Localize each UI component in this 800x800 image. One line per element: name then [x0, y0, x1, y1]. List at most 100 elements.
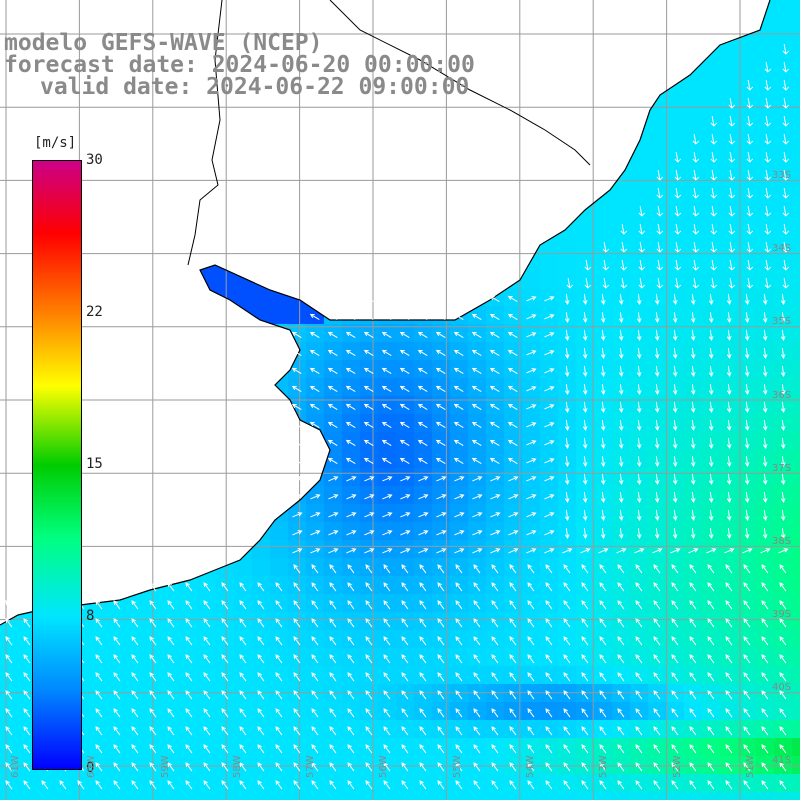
- wind-speed-cell: [324, 702, 343, 721]
- wind-speed-cell: [432, 432, 451, 451]
- wind-arrow: [635, 780, 643, 790]
- wind-arrow: [418, 530, 429, 536]
- wind-arrow: [329, 600, 337, 610]
- wind-arrow: [419, 780, 427, 790]
- wind-arrow: [364, 530, 375, 536]
- wind-speed-cell: [468, 684, 487, 703]
- wind-speed-cell: [414, 558, 433, 577]
- wind-speed-cell: [756, 774, 775, 793]
- wind-speed-cell: [306, 612, 325, 631]
- wind-speed-cell: [684, 324, 703, 343]
- wind-speed-cell: [684, 594, 703, 613]
- wind-arrow: [707, 636, 715, 646]
- wind-arrow: [489, 349, 500, 357]
- wind-arrow: [545, 654, 553, 664]
- wind-speed-cell: [738, 396, 757, 415]
- wind-speed-cell: [612, 774, 631, 793]
- wind-arrow: [363, 367, 374, 375]
- wind-speed-cell: [468, 648, 487, 667]
- wind-arrow: [690, 365, 696, 377]
- wind-speed-cell: [396, 792, 415, 800]
- colorbar-tick-30: 30: [86, 152, 103, 168]
- wind-speed-cell: [504, 594, 523, 613]
- wind-arrow: [291, 367, 302, 375]
- wind-speed-cell: [720, 504, 739, 523]
- wind-arrow: [544, 332, 555, 338]
- wind-speed-cell: [162, 684, 181, 703]
- wind-arrow: [690, 347, 696, 359]
- wind-speed-cell: [630, 594, 649, 613]
- wind-arrow: [309, 457, 320, 465]
- wind-speed-cell: [558, 774, 577, 793]
- wind-speed-cell: [378, 702, 397, 721]
- wind-speed-cell: [774, 684, 793, 703]
- wind-arrow: [453, 421, 464, 429]
- wind-arrow: [743, 600, 751, 610]
- wind-speed-cell: [558, 234, 577, 253]
- wind-arrow: [401, 654, 409, 664]
- wind-arrow: [564, 437, 570, 449]
- wind-speed-cell: [702, 576, 721, 595]
- wind-arrow: [725, 744, 733, 754]
- wind-arrow: [365, 708, 373, 718]
- wind-arrow: [221, 690, 229, 700]
- wind-arrow: [149, 600, 157, 610]
- wind-arrow: [113, 744, 121, 754]
- wind-arrow: [419, 636, 427, 646]
- wind-arrow: [401, 762, 409, 772]
- wind-speed-cell: [792, 36, 800, 55]
- wind-arrow: [347, 690, 355, 700]
- wind-speed-cell: [594, 324, 613, 343]
- wind-arrow: [726, 347, 732, 359]
- wind-speed-cell: [774, 126, 793, 145]
- wind-speed-cell: [666, 576, 685, 595]
- wind-speed-cell: [414, 774, 433, 793]
- wind-arrow: [635, 618, 643, 628]
- wind-arrow: [329, 744, 337, 754]
- wind-speed-cell: [612, 720, 631, 739]
- wind-speed-cell: [612, 486, 631, 505]
- wind-speed-cell: [774, 306, 793, 325]
- wind-arrow: [710, 169, 718, 181]
- wind-arrow: [473, 618, 481, 628]
- wind-speed-cell: [612, 702, 631, 721]
- wind-arrow: [544, 350, 555, 356]
- wind-arrow: [653, 600, 661, 610]
- wind-speed-cell: [324, 666, 343, 685]
- wind-speed-cell: [684, 738, 703, 757]
- wind-arrow: [652, 548, 663, 554]
- wind-speed-cell: [684, 648, 703, 667]
- wind-arrow: [309, 403, 320, 411]
- wind-arrow: [221, 582, 229, 592]
- wind-arrow: [584, 259, 592, 271]
- wind-arrow: [654, 509, 660, 521]
- lat-label-37s: 37S: [772, 463, 792, 474]
- wind-speed-cell: [684, 630, 703, 649]
- wind-arrow: [653, 582, 661, 592]
- wind-speed-cell: [594, 234, 613, 253]
- wind-speed-cell: [396, 774, 415, 793]
- wind-speed-cell: [720, 324, 739, 343]
- wind-speed-cell: [288, 702, 307, 721]
- wind-arrow: [437, 654, 445, 664]
- wind-speed-cell: [342, 630, 361, 649]
- wind-speed-cell: [576, 612, 595, 631]
- wind-speed-cell: [702, 342, 721, 361]
- wind-speed-cell: [0, 648, 19, 667]
- wind-arrow: [507, 439, 518, 447]
- wind-speed-cell: [702, 774, 721, 793]
- wind-speed-cell: [432, 378, 451, 397]
- wind-speed-cell: [702, 108, 721, 127]
- wind-arrow: [762, 329, 768, 341]
- wind-speed-cell: [0, 774, 19, 793]
- wind-speed-cell: [306, 594, 325, 613]
- wind-arrow: [617, 636, 625, 646]
- wind-arrow: [779, 780, 787, 790]
- wind-arrow: [417, 421, 428, 429]
- wind-speed-cell: [702, 414, 721, 433]
- wind-speed-cell: [792, 450, 800, 469]
- wind-arrow: [489, 403, 500, 411]
- wind-speed-cell: [342, 612, 361, 631]
- wind-speed-cell: [486, 414, 505, 433]
- wind-speed-cell: [630, 612, 649, 631]
